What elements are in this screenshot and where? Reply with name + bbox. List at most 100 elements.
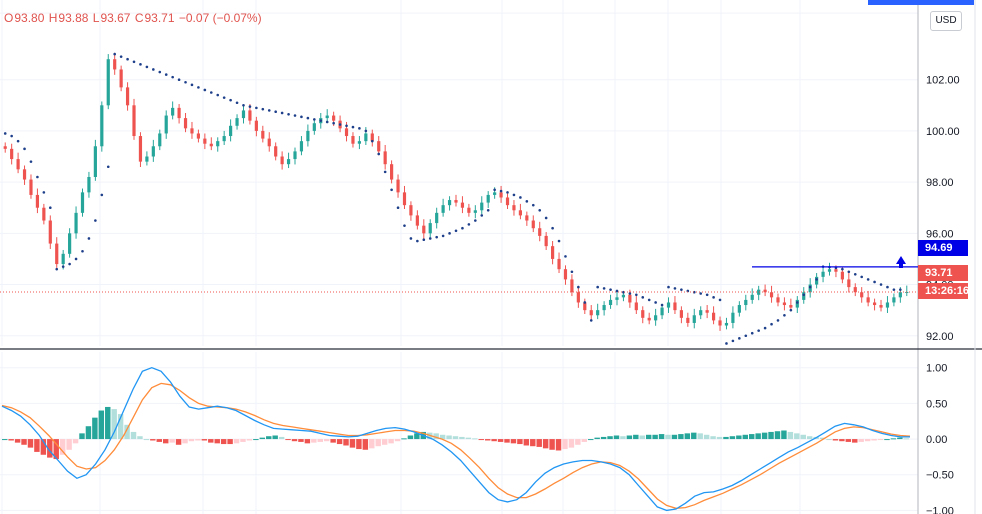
psar-dot-7 (48, 206, 52, 210)
macd-hist-bar-119 (768, 431, 774, 440)
candle-body-16 (106, 59, 110, 106)
macd-hist-bar-123 (794, 433, 800, 440)
candle-body-42 (274, 146, 278, 157)
psar-dot-79 (512, 193, 516, 197)
macd-hist-bar-44 (285, 439, 291, 441)
psar-dot-72 (467, 223, 471, 226)
psar-dot-70 (454, 229, 458, 233)
countdown-tag: 13:26:16 (918, 283, 969, 299)
macd-hist-bar-8 (53, 439, 59, 460)
psar-dot-6 (42, 191, 46, 194)
candle-body-13 (87, 177, 91, 193)
macd-hist-bar-3 (21, 439, 27, 445)
candle-body-48 (312, 123, 316, 131)
candle-body-43 (280, 156, 284, 165)
macd-hist-bar-11 (72, 439, 79, 444)
macd-hist-bar-26 (169, 439, 175, 443)
psar-dot-116 (750, 331, 754, 335)
candle-body-131 (847, 279, 851, 288)
candle-body-47 (306, 130, 310, 142)
psar-dot-46 (300, 115, 303, 119)
close-value: 93.71 (144, 11, 175, 25)
candle-body-109 (705, 310, 709, 313)
psar-dot-77 (499, 189, 503, 193)
candle-body-3 (22, 169, 27, 180)
candle-body-23 (151, 146, 155, 157)
macd-hist-bar-94 (607, 436, 613, 440)
low-value: 93.67 (100, 11, 131, 25)
macd-hist-bar-124 (800, 434, 806, 440)
candle-body-50 (325, 115, 329, 119)
psar-dot-62 (403, 224, 406, 227)
macd-hist-bar-133 (858, 439, 864, 442)
candle-body-6 (42, 207, 46, 221)
macd-hist-bar-106 (684, 433, 691, 440)
macd-hist-bar-63 (407, 435, 414, 440)
macd-hist-bar-59 (381, 439, 388, 445)
candle-body-118 (763, 289, 767, 293)
macd-hist-bar-4 (27, 439, 34, 448)
candle-body-135 (872, 302, 877, 306)
candle-body-139 (898, 292, 902, 298)
macd-hist-bar-10 (66, 439, 72, 450)
psar-dot-81 (525, 200, 529, 203)
psar-dot-8 (55, 267, 59, 271)
psar-dot-0 (3, 132, 7, 135)
macd-hist-bar-46 (298, 439, 304, 442)
macd-hist-bar-28 (182, 439, 188, 444)
macd-hist-bar-129 (832, 439, 839, 441)
psar-dot-44 (287, 112, 290, 116)
macd-hist-bar-97 (626, 435, 633, 440)
candle-body-2 (16, 159, 20, 170)
macd-hist-bar-36 (233, 439, 240, 444)
macd-tick-2: 0.00 (926, 434, 947, 446)
macd-hist-bar-101 (652, 434, 658, 440)
macd-hist-bar-48 (311, 439, 317, 443)
candle-body-134 (866, 297, 870, 303)
macd-hist-bar-60 (388, 439, 394, 444)
macd-hist-bar-93 (600, 436, 607, 440)
psar-dot-21 (139, 63, 142, 66)
macd-hist-bar-138 (890, 438, 897, 440)
psar-dot-28 (184, 80, 187, 84)
psar-dot-104 (673, 287, 677, 290)
macd-hist-bar-134 (864, 439, 871, 442)
psar-dot-87 (564, 255, 567, 258)
candle-body-121 (782, 302, 787, 306)
open-value: 93.80 (14, 11, 45, 25)
psar-dot-75 (486, 208, 490, 212)
psar-dot-97 (628, 292, 632, 295)
psar-dot-86 (557, 239, 561, 243)
candle-body-72 (467, 207, 471, 213)
toolbar-accent[interactable] (868, 0, 974, 5)
macd-hist-bar-16 (105, 406, 111, 440)
psar-dot-78 (506, 191, 509, 194)
psar-dot-114 (738, 337, 741, 340)
psar-dot-18 (119, 55, 123, 58)
macd-tick-3: 0.50 (926, 398, 947, 410)
psar-dot-95 (615, 289, 619, 293)
macd-hist-bar-80 (517, 439, 523, 445)
macd-hist-bar-136 (877, 439, 884, 441)
psar-dot-60 (390, 188, 393, 192)
psar-dot-108 (699, 292, 703, 295)
psar-dot-135 (873, 280, 876, 284)
psar-dot-11 (74, 257, 78, 261)
macd-hist-bar-54 (349, 439, 356, 448)
candle-body-4 (29, 179, 33, 195)
candle-body-35 (229, 125, 233, 137)
macd-hist-bar-15 (98, 410, 105, 440)
candle-body-25 (164, 115, 168, 134)
psar-dot-45 (293, 114, 297, 117)
psar-dot-64 (416, 239, 419, 243)
price-tick-0: 92.00 (926, 331, 954, 343)
currency-button[interactable]: USD (930, 11, 962, 31)
candle-body-64 (415, 215, 419, 226)
psar-dot-24 (158, 70, 162, 74)
macd-hist-bar-91 (588, 439, 594, 441)
candle-body-66 (428, 223, 432, 234)
psar-dot-58 (377, 152, 381, 156)
psar-dot-131 (847, 270, 851, 274)
psar-dot-43 (280, 111, 284, 115)
